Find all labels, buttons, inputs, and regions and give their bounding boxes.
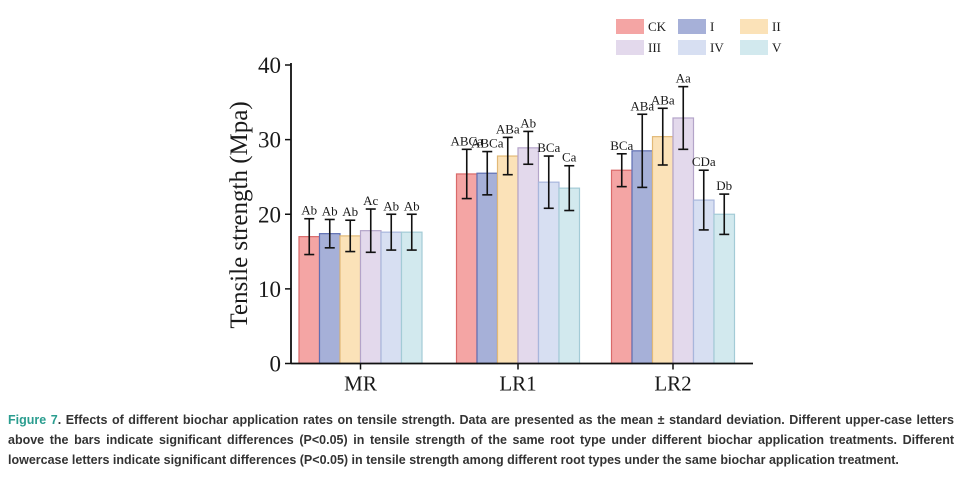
bar-V-LR1 — [558, 187, 581, 365]
x-tick-label-MR: MR — [344, 372, 377, 396]
legend-swatch-CK — [616, 19, 644, 34]
bar-V-MR — [400, 231, 423, 365]
bar-CK-MR — [298, 236, 321, 365]
bar-V-LR2 — [713, 213, 736, 365]
figure-label: Figure 7 — [8, 413, 58, 427]
legend-label-III: III — [648, 40, 661, 55]
legend-swatch-II — [740, 19, 768, 34]
legend-label-V: V — [772, 40, 782, 55]
sig-label-III-MR: Ac — [363, 193, 378, 208]
y-axis-ticks: 0 10 20 30 40 — [258, 53, 291, 377]
sig-label-CK-LR2: BCa — [610, 138, 633, 153]
caption-text: . Effects of different biochar applicati… — [8, 413, 954, 467]
figure-caption: Figure 7. Effects of different biochar a… — [8, 410, 954, 470]
bar-IV-LR1 — [537, 181, 560, 365]
sig-label-I-LR1: ABCa — [471, 136, 504, 151]
y-tick-label: 0 — [270, 352, 282, 377]
legend-label-CK: CK — [648, 19, 667, 34]
sig-label-II-LR2: ABa — [651, 92, 675, 107]
sig-label-V-LR1: Ca — [562, 150, 577, 165]
bar-I-MR — [318, 233, 341, 365]
sig-label-III-LR1: Ab — [520, 115, 536, 130]
legend-swatch-I — [678, 19, 706, 34]
legend-swatch-IV — [678, 40, 706, 55]
sig-label-CK-LR1: ABCa — [451, 133, 484, 148]
bar-I-LR1 — [476, 172, 499, 365]
x-tick-label-LR1: LR1 — [499, 372, 536, 396]
sig-label-I-LR2: ABa — [630, 98, 654, 113]
sig-label-V-MR: Ab — [404, 198, 420, 213]
legend-label-IV: IV — [710, 40, 724, 55]
bar-II-MR — [339, 235, 362, 365]
error-bars — [304, 85, 730, 256]
x-axis-ticks: MR LR1 LR2 — [344, 363, 692, 396]
sig-label-IV-MR: Ab — [383, 198, 399, 213]
bar-CK-LR1 — [455, 173, 478, 365]
bar-III-LR1 — [517, 147, 540, 365]
y-tick-label: 30 — [258, 128, 281, 153]
y-tick-label: 10 — [258, 277, 281, 302]
sig-label-V-LR2: Db — [716, 178, 732, 193]
bar-IV-MR — [380, 231, 403, 365]
bar-III-LR2 — [672, 117, 695, 365]
sig-label-IV-LR2: CDa — [692, 154, 716, 169]
y-tick-label: 40 — [258, 53, 281, 78]
legend-swatch-III — [616, 40, 644, 55]
sig-label-II-MR: Ab — [342, 204, 358, 219]
sig-label-II-LR1: ABa — [496, 121, 520, 136]
legend-label-II: II — [772, 19, 781, 34]
bar-CK-LR2 — [610, 169, 633, 365]
bar-II-LR2 — [651, 136, 674, 365]
legend-swatch-V — [740, 40, 768, 55]
x-tick-label-LR2: LR2 — [654, 372, 691, 396]
bar-series — [298, 117, 736, 365]
legend-label-I: I — [710, 19, 714, 34]
sig-label-CK-MR: Ab — [301, 203, 317, 218]
y-tick-label: 20 — [258, 202, 281, 227]
sig-label-IV-LR1: BCa — [537, 140, 560, 155]
bar-II-LR1 — [496, 155, 519, 365]
sig-label-I-MR: Ab — [322, 203, 338, 218]
sig-label-III-LR2: Aa — [676, 71, 691, 86]
y-axis-label: Tensile strength (Mpa) — [226, 101, 253, 328]
